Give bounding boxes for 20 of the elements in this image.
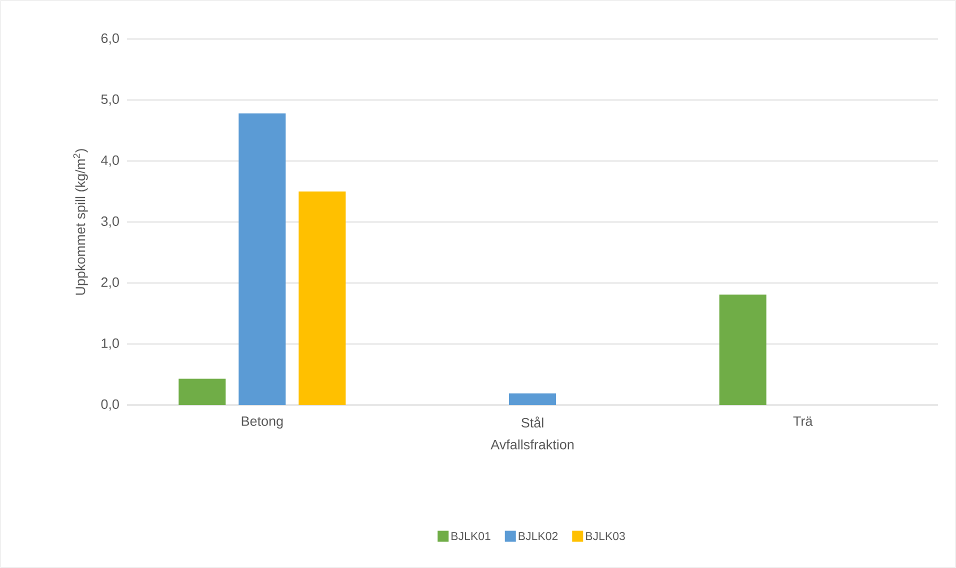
bar bbox=[508, 393, 556, 405]
x-axis-title: Avfallsfraktion bbox=[490, 439, 574, 450]
bar bbox=[238, 113, 286, 405]
legend-label: BJLK03 bbox=[586, 532, 625, 540]
bar bbox=[719, 294, 766, 405]
y-axis-title: Uppkommet spill (kg/m$^{2}$) bbox=[73, 149, 88, 295]
x-tick-label: Stål bbox=[521, 416, 544, 428]
x-tick-label: Betong bbox=[242, 416, 283, 429]
y-tick-label: 2,0 bbox=[101, 277, 119, 289]
legend-label: BJLK02 bbox=[518, 532, 558, 540]
y-tick-label: 6,0 bbox=[101, 33, 119, 45]
y-tick-label: 0,0 bbox=[101, 399, 119, 411]
y-tick-label: 3,0 bbox=[101, 216, 119, 228]
x-tick-label: Trä bbox=[793, 416, 813, 426]
bar bbox=[298, 192, 346, 405]
bar bbox=[178, 378, 226, 405]
y-tick-label: 4,0 bbox=[101, 155, 119, 167]
y-tick-label: 1,0 bbox=[102, 338, 119, 350]
y-tick-label: 5,0 bbox=[101, 94, 119, 106]
legend-label: BJLK01 bbox=[452, 532, 490, 540]
